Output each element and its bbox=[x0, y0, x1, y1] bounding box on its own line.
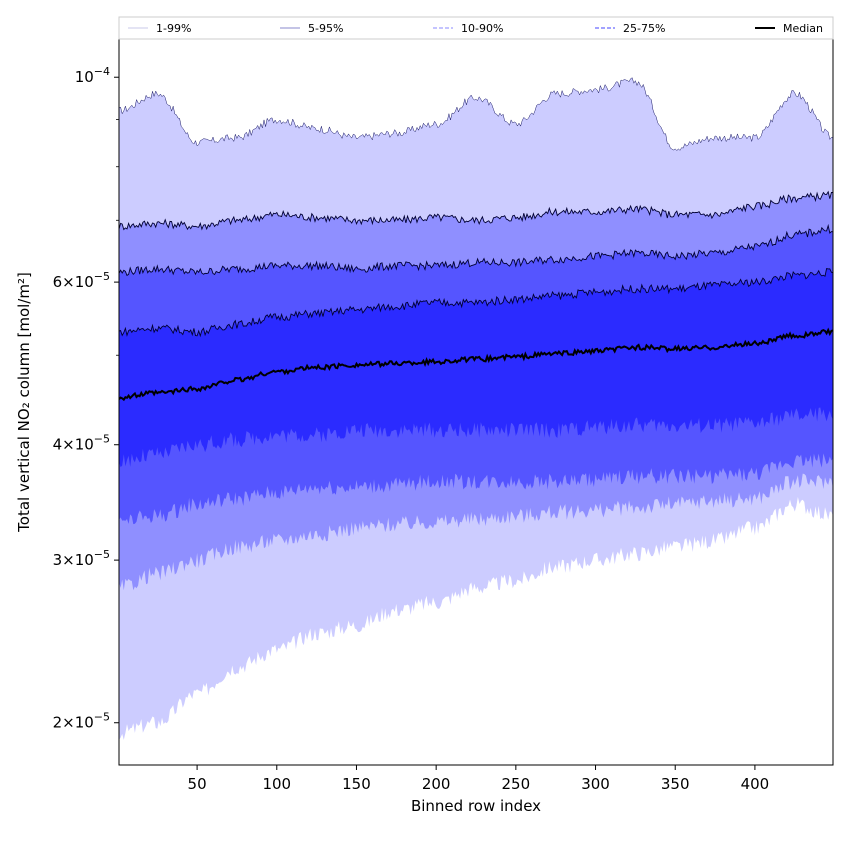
y-tick-label: 10−4 bbox=[75, 65, 110, 86]
x-tick-label: 350 bbox=[661, 775, 690, 793]
y-tick-label: 3×10−5 bbox=[53, 548, 110, 569]
legend-label: 1-99% bbox=[156, 22, 191, 35]
band-edge-5-95% bbox=[119, 190, 833, 231]
legend-label: Median bbox=[783, 22, 823, 35]
x-tick-label: 250 bbox=[502, 775, 531, 793]
x-tick-label: 50 bbox=[188, 775, 207, 793]
axes: 50 100 150 200 250 300 350 400 2×10−5 3×10−5 4×10−… bbox=[53, 38, 834, 793]
bands bbox=[119, 77, 833, 740]
band-edge-1-99% bbox=[119, 77, 833, 151]
y-tick-label: 4×10−5 bbox=[53, 433, 110, 454]
x-axis-label: Binned row index bbox=[411, 797, 541, 815]
band-edge-10-90% bbox=[119, 223, 833, 277]
x-tick-label: 100 bbox=[262, 775, 291, 793]
band-edge-25-75% bbox=[119, 267, 833, 338]
x-tick-label: 200 bbox=[422, 775, 451, 793]
legend-label: 25-75% bbox=[623, 22, 665, 35]
median-line bbox=[119, 327, 833, 402]
x-tick-label: 300 bbox=[581, 775, 610, 793]
x-tick-label: 150 bbox=[342, 775, 371, 793]
plot-area bbox=[119, 77, 833, 740]
legend: 1-99% 5-95% 10-90% 25-75% Median bbox=[118, 16, 834, 40]
legend-box bbox=[118, 16, 834, 40]
x-tick-label: 400 bbox=[741, 775, 770, 793]
y-tick-label: 6×10−5 bbox=[53, 270, 110, 291]
y-tick-label: 2×10−5 bbox=[53, 711, 110, 732]
legend-label: 10-90% bbox=[461, 22, 503, 35]
legend-label: 5-95% bbox=[308, 22, 343, 35]
y-axis-label: Total vertical NO₂ column [mol/m²] bbox=[15, 272, 33, 533]
